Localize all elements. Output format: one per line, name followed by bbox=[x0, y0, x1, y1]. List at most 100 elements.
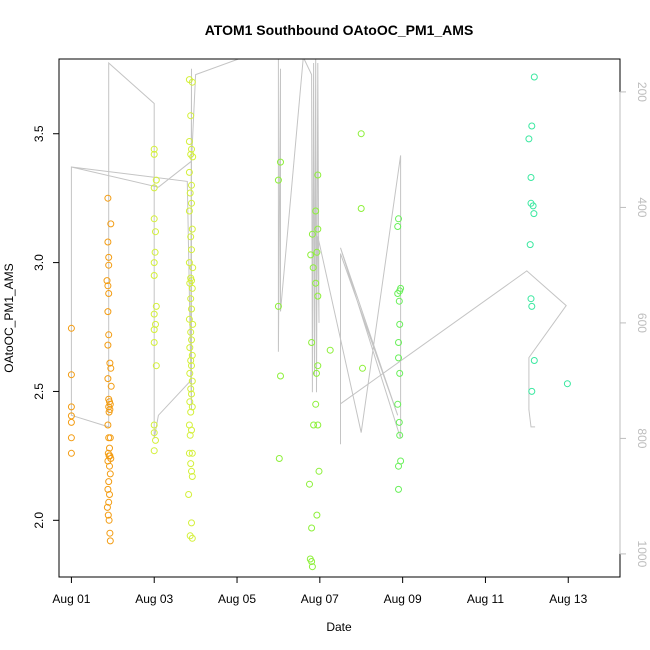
data-point bbox=[187, 112, 195, 120]
data-point bbox=[528, 302, 536, 310]
data-point bbox=[277, 372, 284, 380]
data-point bbox=[185, 259, 193, 267]
data-point bbox=[313, 369, 320, 377]
data-point bbox=[150, 184, 158, 192]
x-tick-label: Aug 07 bbox=[301, 592, 339, 606]
data-point bbox=[105, 498, 113, 506]
data-point bbox=[150, 339, 158, 346]
data-point bbox=[394, 223, 402, 230]
data-point bbox=[274, 176, 282, 184]
x-tick-label: Aug 05 bbox=[218, 592, 256, 606]
data-point bbox=[107, 220, 115, 228]
data-point bbox=[308, 563, 316, 571]
y-tick-label: 3.5 bbox=[32, 125, 46, 142]
data-point bbox=[150, 429, 158, 437]
data-point bbox=[188, 449, 196, 457]
data-point bbox=[527, 295, 535, 303]
data-point bbox=[396, 431, 404, 439]
data-point bbox=[188, 78, 196, 86]
data-point bbox=[106, 462, 113, 470]
chart-title: ATOM1 Southbound OAtoOC_PM1_AMS bbox=[205, 22, 474, 38]
data-point bbox=[528, 122, 536, 130]
data-point bbox=[314, 421, 322, 429]
x-axis-label: Date bbox=[326, 620, 352, 634]
data-point bbox=[187, 460, 195, 468]
x-tick-label: Aug 11 bbox=[467, 592, 504, 606]
data-point bbox=[105, 331, 113, 339]
data-point bbox=[308, 524, 316, 532]
data-point bbox=[188, 467, 195, 475]
x-tick-label: Aug 03 bbox=[135, 592, 173, 606]
data-point bbox=[150, 326, 158, 334]
data-point bbox=[530, 210, 538, 218]
data-point bbox=[105, 516, 113, 524]
data-point bbox=[186, 344, 194, 352]
plot-frame bbox=[58, 58, 621, 578]
data-point bbox=[186, 431, 194, 439]
data-point bbox=[188, 377, 196, 385]
data-point bbox=[185, 449, 193, 457]
data-point bbox=[395, 418, 403, 426]
scatter-points bbox=[67, 73, 571, 571]
data-point bbox=[188, 390, 195, 398]
y2-axis: 200 400 600 800 1000 bbox=[619, 82, 649, 568]
data-point bbox=[313, 511, 321, 519]
data-point bbox=[150, 310, 158, 318]
data-point bbox=[105, 290, 113, 297]
data-point bbox=[105, 478, 113, 486]
y2-tick-label: 200 bbox=[635, 82, 649, 102]
data-point bbox=[187, 385, 195, 393]
data-point bbox=[395, 339, 402, 346]
data-point bbox=[274, 302, 282, 310]
y2-tick-label: 1000 bbox=[635, 541, 649, 568]
y2-tick-label: 600 bbox=[635, 313, 649, 333]
data-point bbox=[189, 153, 197, 161]
data-point bbox=[188, 145, 195, 153]
data-point bbox=[106, 359, 114, 367]
data-point bbox=[277, 158, 284, 166]
data-point bbox=[104, 375, 112, 383]
data-point bbox=[187, 233, 195, 241]
data-point bbox=[310, 421, 318, 429]
data-point bbox=[314, 225, 322, 233]
data-point bbox=[105, 261, 113, 269]
data-point bbox=[359, 364, 366, 372]
data-point bbox=[152, 302, 160, 310]
y2-tick-label: 400 bbox=[635, 197, 649, 217]
data-point bbox=[309, 264, 317, 272]
data-point bbox=[357, 130, 365, 138]
data-point bbox=[150, 215, 158, 223]
secondary-line bbox=[70, 59, 567, 445]
data-point bbox=[308, 339, 316, 346]
data-point bbox=[308, 230, 316, 238]
data-point bbox=[188, 534, 196, 542]
data-point bbox=[395, 215, 402, 223]
data-point bbox=[307, 251, 315, 259]
data-point bbox=[104, 421, 112, 429]
data-point bbox=[395, 462, 402, 470]
data-point bbox=[525, 135, 533, 143]
y-axis: 2.0 2.5 3.0 3.5 bbox=[32, 125, 60, 529]
data-point bbox=[152, 436, 159, 444]
data-point bbox=[394, 400, 402, 408]
data-point bbox=[150, 447, 158, 455]
data-point bbox=[563, 380, 571, 388]
y2-tick-label: 800 bbox=[635, 428, 649, 448]
data-point bbox=[326, 346, 334, 354]
data-point bbox=[152, 320, 159, 328]
data-point bbox=[106, 529, 114, 537]
data-point bbox=[314, 292, 322, 300]
y-tick-label: 2.0 bbox=[32, 512, 46, 529]
data-point bbox=[106, 434, 114, 442]
data-point bbox=[312, 400, 320, 408]
data-point bbox=[187, 357, 195, 364]
data-point bbox=[186, 189, 194, 197]
data-point bbox=[526, 241, 534, 249]
data-point bbox=[150, 145, 158, 153]
data-point bbox=[187, 328, 195, 336]
data-point bbox=[188, 519, 195, 527]
data-point bbox=[104, 341, 112, 349]
data-point bbox=[185, 168, 193, 176]
data-point bbox=[186, 369, 194, 377]
